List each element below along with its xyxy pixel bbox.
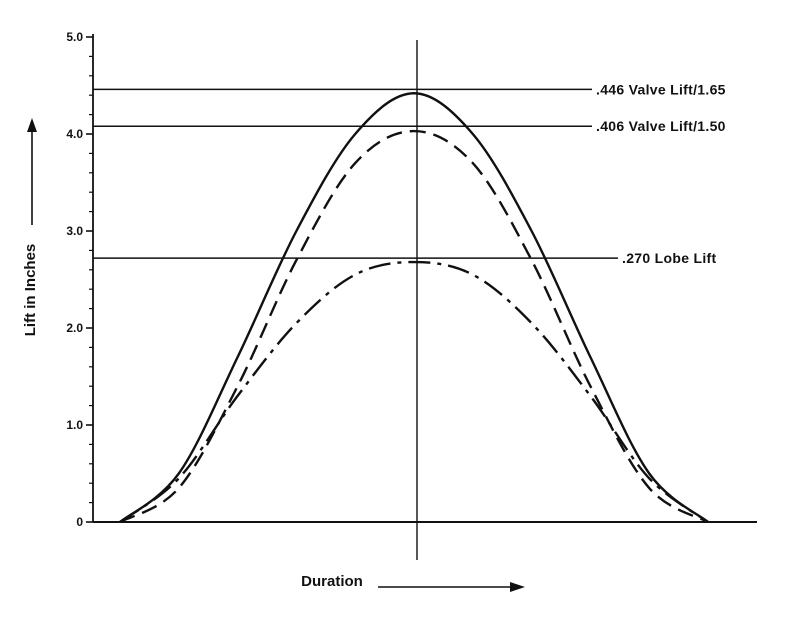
- y-axis-label: Lift in Inches: [22, 244, 39, 337]
- x-axis-arrow: [378, 582, 525, 592]
- y-tick-label: 5.0: [66, 30, 83, 44]
- reference-label: .446 Valve Lift/1.65: [596, 81, 726, 97]
- axis-labels: Lift in Inches Duration: [22, 118, 525, 592]
- lift-curve-dashed: [119, 129, 709, 524]
- y-tick-label: 3.0: [66, 224, 83, 238]
- y-tick-label: 1.0: [66, 418, 83, 432]
- x-axis-label: Duration: [301, 573, 363, 590]
- y-tick-label: 0: [76, 515, 83, 529]
- lift-curve-solid: [119, 92, 709, 523]
- y-axis-arrow: [27, 118, 37, 225]
- reference-lines: .446 Valve Lift/1.65 .406 Valve Lift/1.50…: [93, 81, 726, 266]
- reference-label: .406 Valve Lift/1.50: [596, 118, 726, 134]
- y-ticks: 0 1.0 2.0 3.0 4.0 5.0: [66, 30, 93, 529]
- lift-curve-dash-dot: [119, 260, 709, 523]
- lift-curves: [119, 92, 709, 524]
- axes: [92, 34, 757, 560]
- reference-label: .270 Lobe Lift: [622, 250, 716, 266]
- y-tick-label: 4.0: [66, 127, 83, 141]
- y-tick-label: 2.0: [66, 321, 83, 335]
